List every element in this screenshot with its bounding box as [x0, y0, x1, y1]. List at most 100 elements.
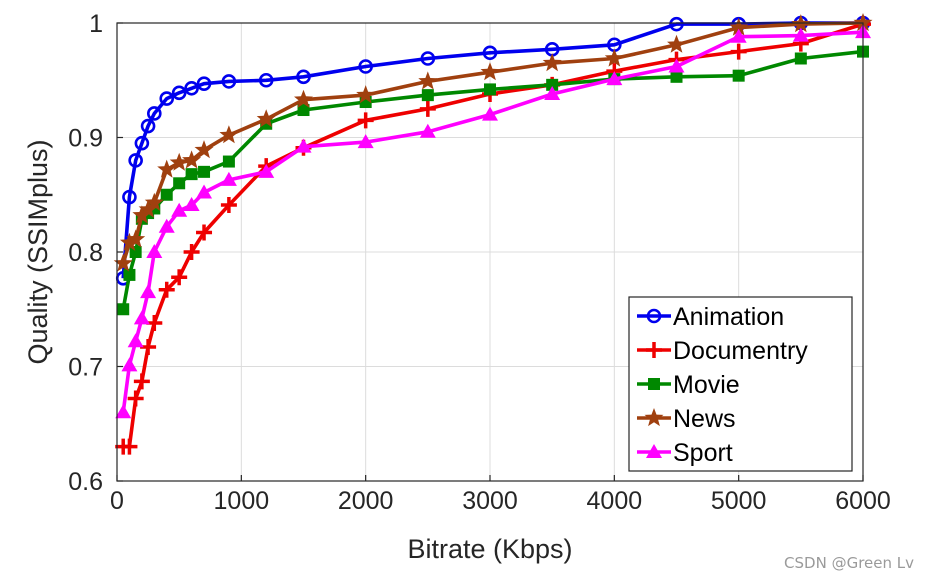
- data-point-news: [132, 205, 152, 224]
- series-line-sport: [121, 30, 864, 413]
- y-tick-label: 0.8: [68, 239, 103, 267]
- data-point-sport: [171, 202, 188, 217]
- x-tick-label: 4000: [587, 487, 643, 515]
- data-point-movie: [185, 168, 198, 181]
- data-point-news: [219, 125, 239, 144]
- data-point-movie: [117, 303, 130, 316]
- data-point-animation: [147, 106, 162, 121]
- data-point-documentry: [196, 224, 213, 241]
- data-point-sport: [133, 310, 150, 325]
- data-point-animation: [134, 135, 150, 151]
- data-point-documentry: [121, 438, 138, 455]
- data-point-animation: [196, 76, 212, 91]
- data-point-animation: [159, 91, 175, 106]
- data-point-news: [667, 34, 686, 53]
- data-point-news: [126, 229, 146, 248]
- data-point-sport: [140, 284, 157, 299]
- data-point-news: [480, 62, 500, 81]
- data-point-sport: [158, 218, 175, 233]
- data-point-documentry: [133, 373, 150, 390]
- data-point-movie: [546, 78, 559, 91]
- legend-marker-news: [644, 408, 664, 427]
- x-axis-title: Bitrate (Kbps): [407, 534, 572, 564]
- series-animation: [115, 15, 871, 286]
- x-tick-label: 5000: [711, 487, 767, 515]
- data-point-sport: [792, 27, 809, 42]
- data-point-news: [138, 199, 158, 218]
- data-point-movie: [484, 83, 496, 96]
- data-point-animation: [258, 72, 274, 88]
- legend-item-documentry: Documentry: [637, 337, 808, 365]
- data-point-sport: [668, 58, 685, 73]
- data-point-news: [169, 152, 189, 171]
- data-point-sport: [220, 171, 237, 186]
- x-tick-label: 1000: [214, 487, 270, 515]
- data-point-animation: [482, 45, 498, 61]
- x-tick-label: 6000: [835, 487, 891, 515]
- x-tick-label: 3000: [462, 487, 518, 515]
- data-point-news: [119, 232, 139, 251]
- data-point-sport: [730, 28, 747, 43]
- data-point-sport: [127, 333, 144, 348]
- data-point-news: [256, 109, 276, 128]
- data-point-animation: [171, 85, 187, 101]
- y-tick-label: 1: [89, 10, 103, 38]
- data-point-news: [144, 192, 164, 211]
- data-point-news: [542, 53, 562, 72]
- legend: Animation Documentry Movie News Sport: [628, 296, 853, 472]
- data-point-documentry: [127, 390, 144, 407]
- data-point-sport: [419, 123, 436, 138]
- data-point-news: [194, 140, 214, 159]
- data-point-animation: [122, 189, 137, 205]
- data-point-documentry: [158, 281, 175, 298]
- legend-label-movie: Movie: [673, 371, 740, 399]
- data-point-sport: [258, 163, 275, 178]
- data-point-movie: [198, 165, 211, 178]
- data-point-movie: [160, 188, 173, 201]
- data-point-sport: [544, 85, 561, 100]
- series-line-documentry: [123, 22, 864, 449]
- data-point-documentry: [171, 269, 188, 286]
- data-point-sport: [146, 244, 163, 258]
- x-tick-label: 2000: [338, 487, 394, 515]
- legend-item-sport: Sport: [637, 439, 733, 467]
- data-point-animation: [296, 69, 311, 85]
- data-point-news: [418, 71, 438, 90]
- y-tick-label: 0.9: [68, 125, 103, 153]
- data-point-movie: [297, 104, 310, 117]
- data-point-movie: [794, 52, 807, 65]
- data-point-animation: [221, 74, 237, 89]
- data-point-documentry: [357, 112, 374, 129]
- data-point-movie: [421, 89, 434, 102]
- data-point-sport: [115, 404, 132, 419]
- legend-label-documentry: Documentry: [673, 337, 808, 365]
- y-tick-label: 0.6: [68, 468, 103, 496]
- legend-marker-documentry: [646, 342, 662, 358]
- series-line-animation: [121, 21, 863, 279]
- legend-label-animation: Animation: [673, 303, 784, 331]
- data-point-sport: [482, 106, 498, 121]
- data-point-sport: [295, 138, 312, 153]
- data-point-movie: [732, 69, 745, 82]
- watermark: CSDN @Green Lv: [784, 554, 914, 572]
- legend-item-news: News: [637, 405, 736, 433]
- data-point-animation: [669, 16, 684, 32]
- data-point-sport: [183, 197, 200, 212]
- data-point-movie: [222, 155, 235, 168]
- legend-item-movie: Movie: [637, 371, 740, 399]
- data-point-news: [157, 159, 177, 178]
- data-point-documentry: [183, 244, 200, 260]
- tick-labels: 0 1000 2000 3000 4000 5000 6000 0.6 0.7 0.8 0.9 1: [68, 10, 891, 515]
- plot-frame: [116, 22, 864, 482]
- data-point-news: [182, 150, 202, 169]
- legend-item-animation: Animation: [637, 303, 784, 331]
- data-point-animation: [358, 59, 373, 74]
- data-point-news: [729, 17, 749, 36]
- data-point-sport: [121, 357, 138, 372]
- data-point-news: [113, 253, 133, 272]
- y-axis-title: Quality (SSIMplus): [23, 139, 53, 364]
- legend-label-news: News: [673, 405, 736, 433]
- legend-label-sport: Sport: [673, 439, 733, 467]
- data-point-sport: [196, 184, 213, 199]
